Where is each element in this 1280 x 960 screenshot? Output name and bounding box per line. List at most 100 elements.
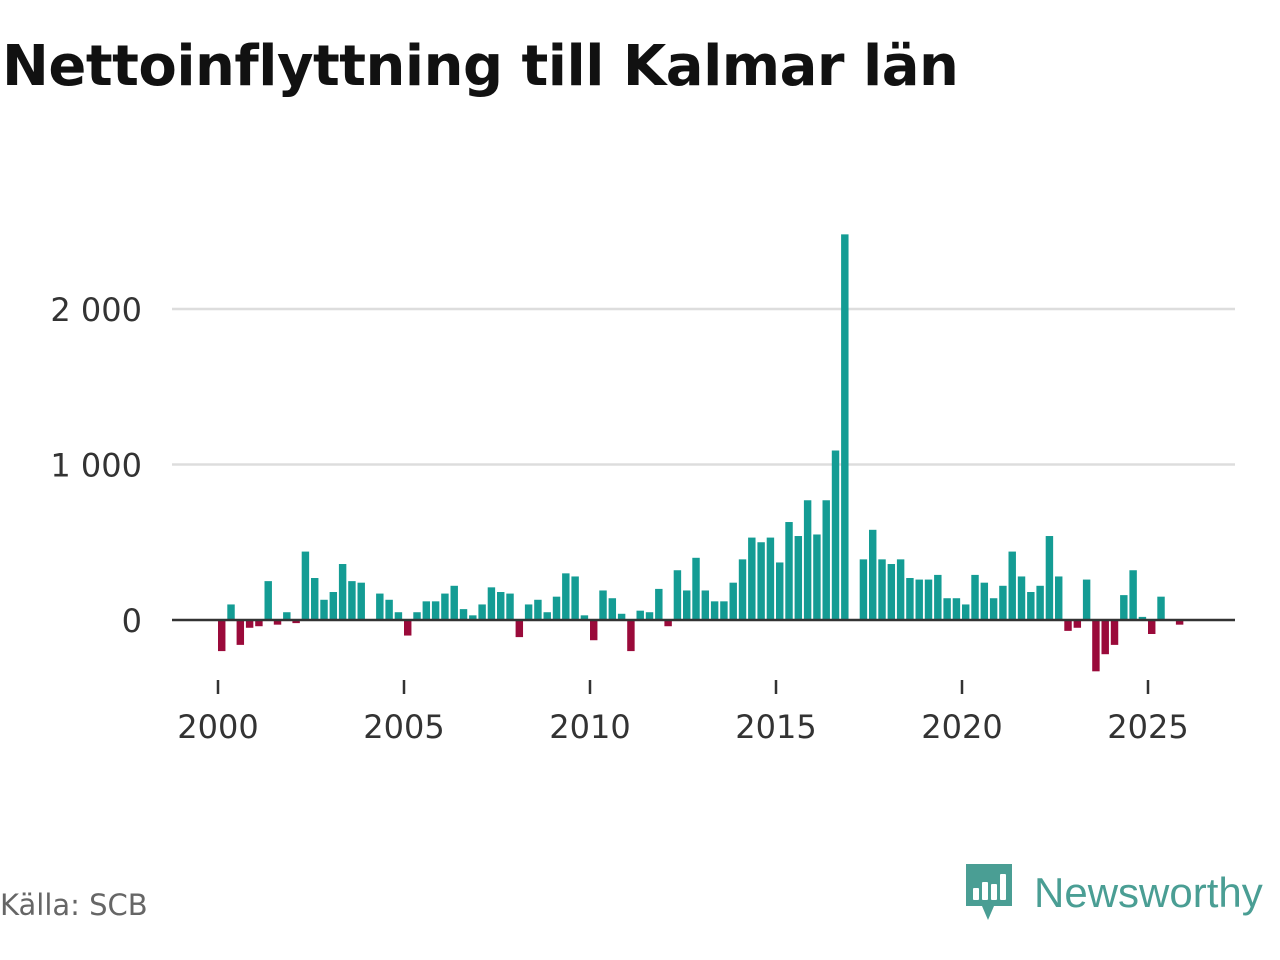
bar bbox=[394, 612, 403, 620]
bar bbox=[989, 598, 998, 620]
bar bbox=[673, 570, 682, 620]
bar bbox=[869, 529, 877, 620]
bar bbox=[813, 534, 821, 620]
bar bbox=[357, 582, 365, 620]
bar bbox=[1017, 576, 1026, 620]
bar bbox=[776, 562, 784, 620]
bar bbox=[562, 573, 570, 620]
bar bbox=[1129, 570, 1137, 620]
y-tick-label-2000: 2 000 bbox=[50, 291, 142, 329]
bar bbox=[487, 587, 496, 620]
bar bbox=[962, 604, 970, 620]
bar bbox=[971, 574, 979, 620]
y-tick-label-0: 0 bbox=[122, 602, 142, 640]
bar bbox=[348, 581, 356, 621]
bar bbox=[422, 601, 431, 620]
bar bbox=[803, 500, 812, 620]
brand-name: Newsworthy bbox=[1034, 869, 1263, 916]
bar bbox=[1092, 620, 1100, 672]
bar bbox=[748, 537, 756, 620]
bar bbox=[543, 612, 551, 620]
bar bbox=[320, 599, 328, 620]
bar bbox=[301, 551, 310, 620]
bar bbox=[1064, 620, 1072, 631]
bar bbox=[841, 234, 849, 621]
bar bbox=[627, 620, 635, 652]
bar bbox=[599, 590, 607, 620]
bar bbox=[906, 578, 914, 620]
bar bbox=[1008, 551, 1016, 620]
axes: 0 1 000 2 000 2000 2005 2010 2015 2020 2025 bbox=[50, 291, 1235, 746]
x-tick-label-2005: 2005 bbox=[363, 708, 444, 746]
bar bbox=[255, 620, 263, 627]
bar bbox=[683, 590, 691, 620]
bar bbox=[441, 593, 449, 620]
bar bbox=[943, 598, 951, 620]
bar bbox=[1055, 576, 1063, 620]
bar bbox=[664, 620, 672, 627]
bar bbox=[338, 564, 347, 620]
bar bbox=[459, 609, 468, 620]
brand-logo[interactable]: Newsworthy bbox=[964, 862, 1263, 924]
bar bbox=[311, 578, 319, 620]
bar bbox=[431, 601, 440, 620]
bar bbox=[590, 620, 598, 641]
bar bbox=[524, 604, 533, 620]
source-note: Källa: SCB bbox=[0, 888, 148, 922]
bar bbox=[887, 564, 896, 620]
bar bbox=[701, 590, 710, 620]
bar bbox=[580, 615, 589, 620]
bar bbox=[404, 620, 412, 636]
bar bbox=[822, 500, 830, 620]
bar bbox=[720, 601, 728, 620]
bar bbox=[1101, 620, 1109, 655]
bar bbox=[636, 610, 644, 620]
bar bbox=[218, 620, 226, 652]
bar bbox=[236, 620, 245, 645]
bar bbox=[934, 574, 942, 620]
bar bbox=[859, 559, 868, 620]
bar bbox=[245, 620, 254, 628]
bar bbox=[831, 450, 840, 620]
bar bbox=[924, 579, 933, 620]
bar bbox=[515, 620, 524, 638]
x-tick-label-2025: 2025 bbox=[1107, 708, 1188, 746]
bar bbox=[469, 615, 477, 620]
bar bbox=[450, 585, 458, 620]
bar bbox=[413, 612, 421, 620]
bar bbox=[896, 559, 905, 620]
bar bbox=[478, 604, 486, 620]
bars bbox=[218, 234, 1184, 672]
bar bbox=[1027, 592, 1035, 620]
bar bbox=[915, 579, 923, 620]
bar bbox=[497, 592, 505, 620]
bar bbox=[1073, 620, 1082, 628]
bar bbox=[1082, 579, 1091, 620]
bar bbox=[1148, 620, 1156, 634]
bar bbox=[878, 559, 886, 620]
bar bbox=[264, 581, 272, 621]
bar bbox=[999, 585, 1007, 620]
bar bbox=[292, 620, 300, 624]
bar bbox=[757, 542, 765, 620]
x-tick-label-2015: 2015 bbox=[735, 708, 816, 746]
bar bbox=[617, 613, 626, 620]
bar bbox=[710, 601, 719, 620]
bar bbox=[1036, 585, 1044, 620]
bar bbox=[571, 576, 579, 620]
x-tick-label-2010: 2010 bbox=[549, 708, 630, 746]
newsworthy-logo-icon bbox=[966, 864, 1012, 920]
bar bbox=[329, 592, 338, 620]
bar bbox=[1175, 620, 1184, 625]
bar bbox=[1110, 620, 1119, 645]
bar bbox=[655, 588, 663, 620]
bar bbox=[283, 612, 291, 620]
bar bbox=[376, 593, 384, 620]
bar bbox=[645, 612, 654, 620]
bar bbox=[766, 537, 775, 620]
bar bbox=[385, 599, 393, 620]
bar bbox=[692, 557, 700, 620]
x-tick-label-2000: 2000 bbox=[177, 708, 258, 746]
bar bbox=[506, 593, 514, 620]
chart-title: Nettoinflyttning till Kalmar län bbox=[2, 34, 959, 99]
